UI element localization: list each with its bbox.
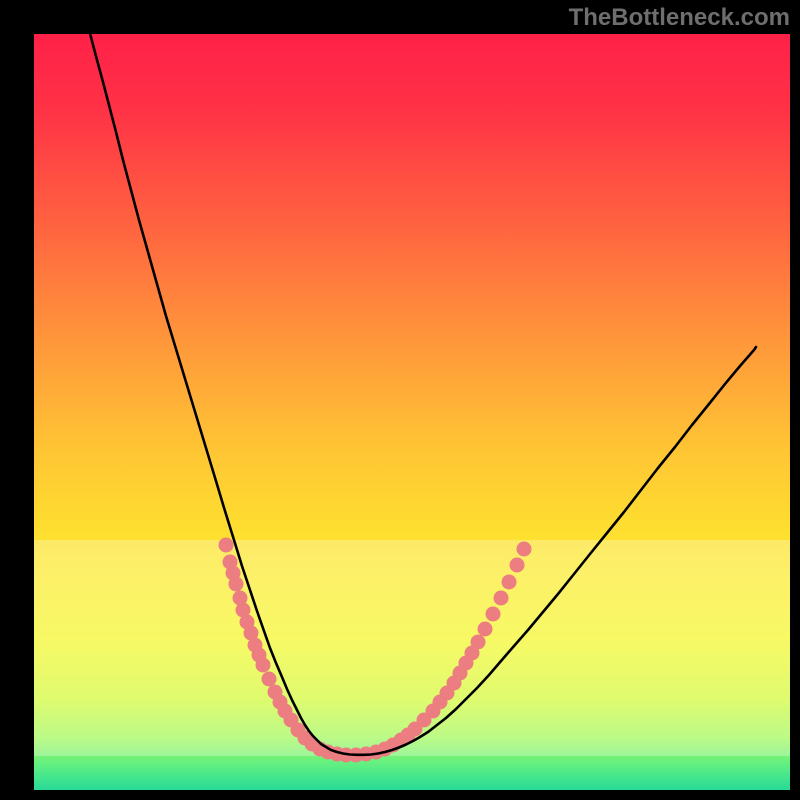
chart-root: TheBottleneck.com xyxy=(0,0,800,800)
watermark-text: TheBottleneck.com xyxy=(569,4,790,32)
plot-svg xyxy=(34,34,790,790)
plot-area xyxy=(34,34,790,790)
